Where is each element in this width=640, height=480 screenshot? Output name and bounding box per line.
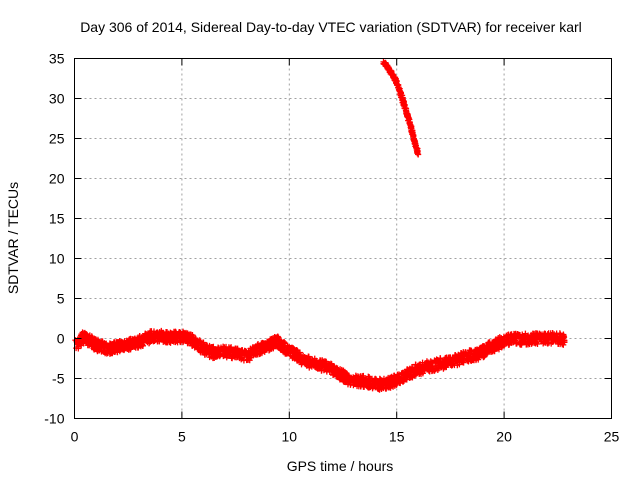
data-point-marker [360, 372, 367, 379]
y-tick-label: 20 [49, 171, 65, 187]
data-point-marker [498, 344, 505, 350]
x-tick-label: 25 [604, 429, 620, 445]
data-point-marker [561, 337, 568, 344]
series-main [72, 327, 568, 393]
y-tick-label: 0 [57, 331, 65, 347]
data-point-marker [443, 364, 450, 371]
y-tick-label: 35 [49, 51, 65, 67]
data-point-marker [400, 378, 407, 385]
y-tick-label: 25 [49, 131, 65, 147]
data-point-marker [414, 150, 421, 157]
data-point-marker [180, 339, 187, 346]
y-tick-label: -10 [44, 411, 64, 427]
data-point-marker [490, 347, 497, 354]
x-tick-label: 5 [178, 429, 186, 445]
data-point-marker [534, 340, 541, 347]
data-points [72, 58, 568, 393]
y-axis-label: SDTVAR / TECUs [5, 182, 21, 294]
y-tick-label: 5 [57, 291, 65, 307]
data-point-marker [382, 385, 389, 392]
series-arc [380, 58, 422, 158]
grid [74, 58, 612, 419]
x-tick-label: 0 [71, 429, 79, 445]
data-point-marker [305, 353, 312, 360]
x-tick-label: 15 [389, 429, 405, 445]
y-tick-label: 10 [49, 251, 65, 267]
x-axis-label: GPS time / hours [287, 458, 394, 474]
data-point-marker [415, 151, 422, 158]
data-point-marker [410, 371, 417, 378]
y-tick-label: -5 [52, 371, 65, 387]
chart-title: Day 306 of 2014, Sidereal Day-to-day VTE… [80, 19, 582, 35]
x-tick-label: 10 [282, 429, 298, 445]
y-tick-label: 30 [49, 91, 65, 107]
data-point-marker [560, 331, 567, 338]
data-point-marker [322, 358, 329, 365]
axis-ticks: 0 5 10 15 20 25 -10 -5 0 5 10 15 20 25 30 35 [44, 51, 619, 445]
plot-frame [74, 58, 612, 419]
y-tick-label: 15 [49, 211, 65, 227]
x-tick-label: 20 [496, 429, 512, 445]
